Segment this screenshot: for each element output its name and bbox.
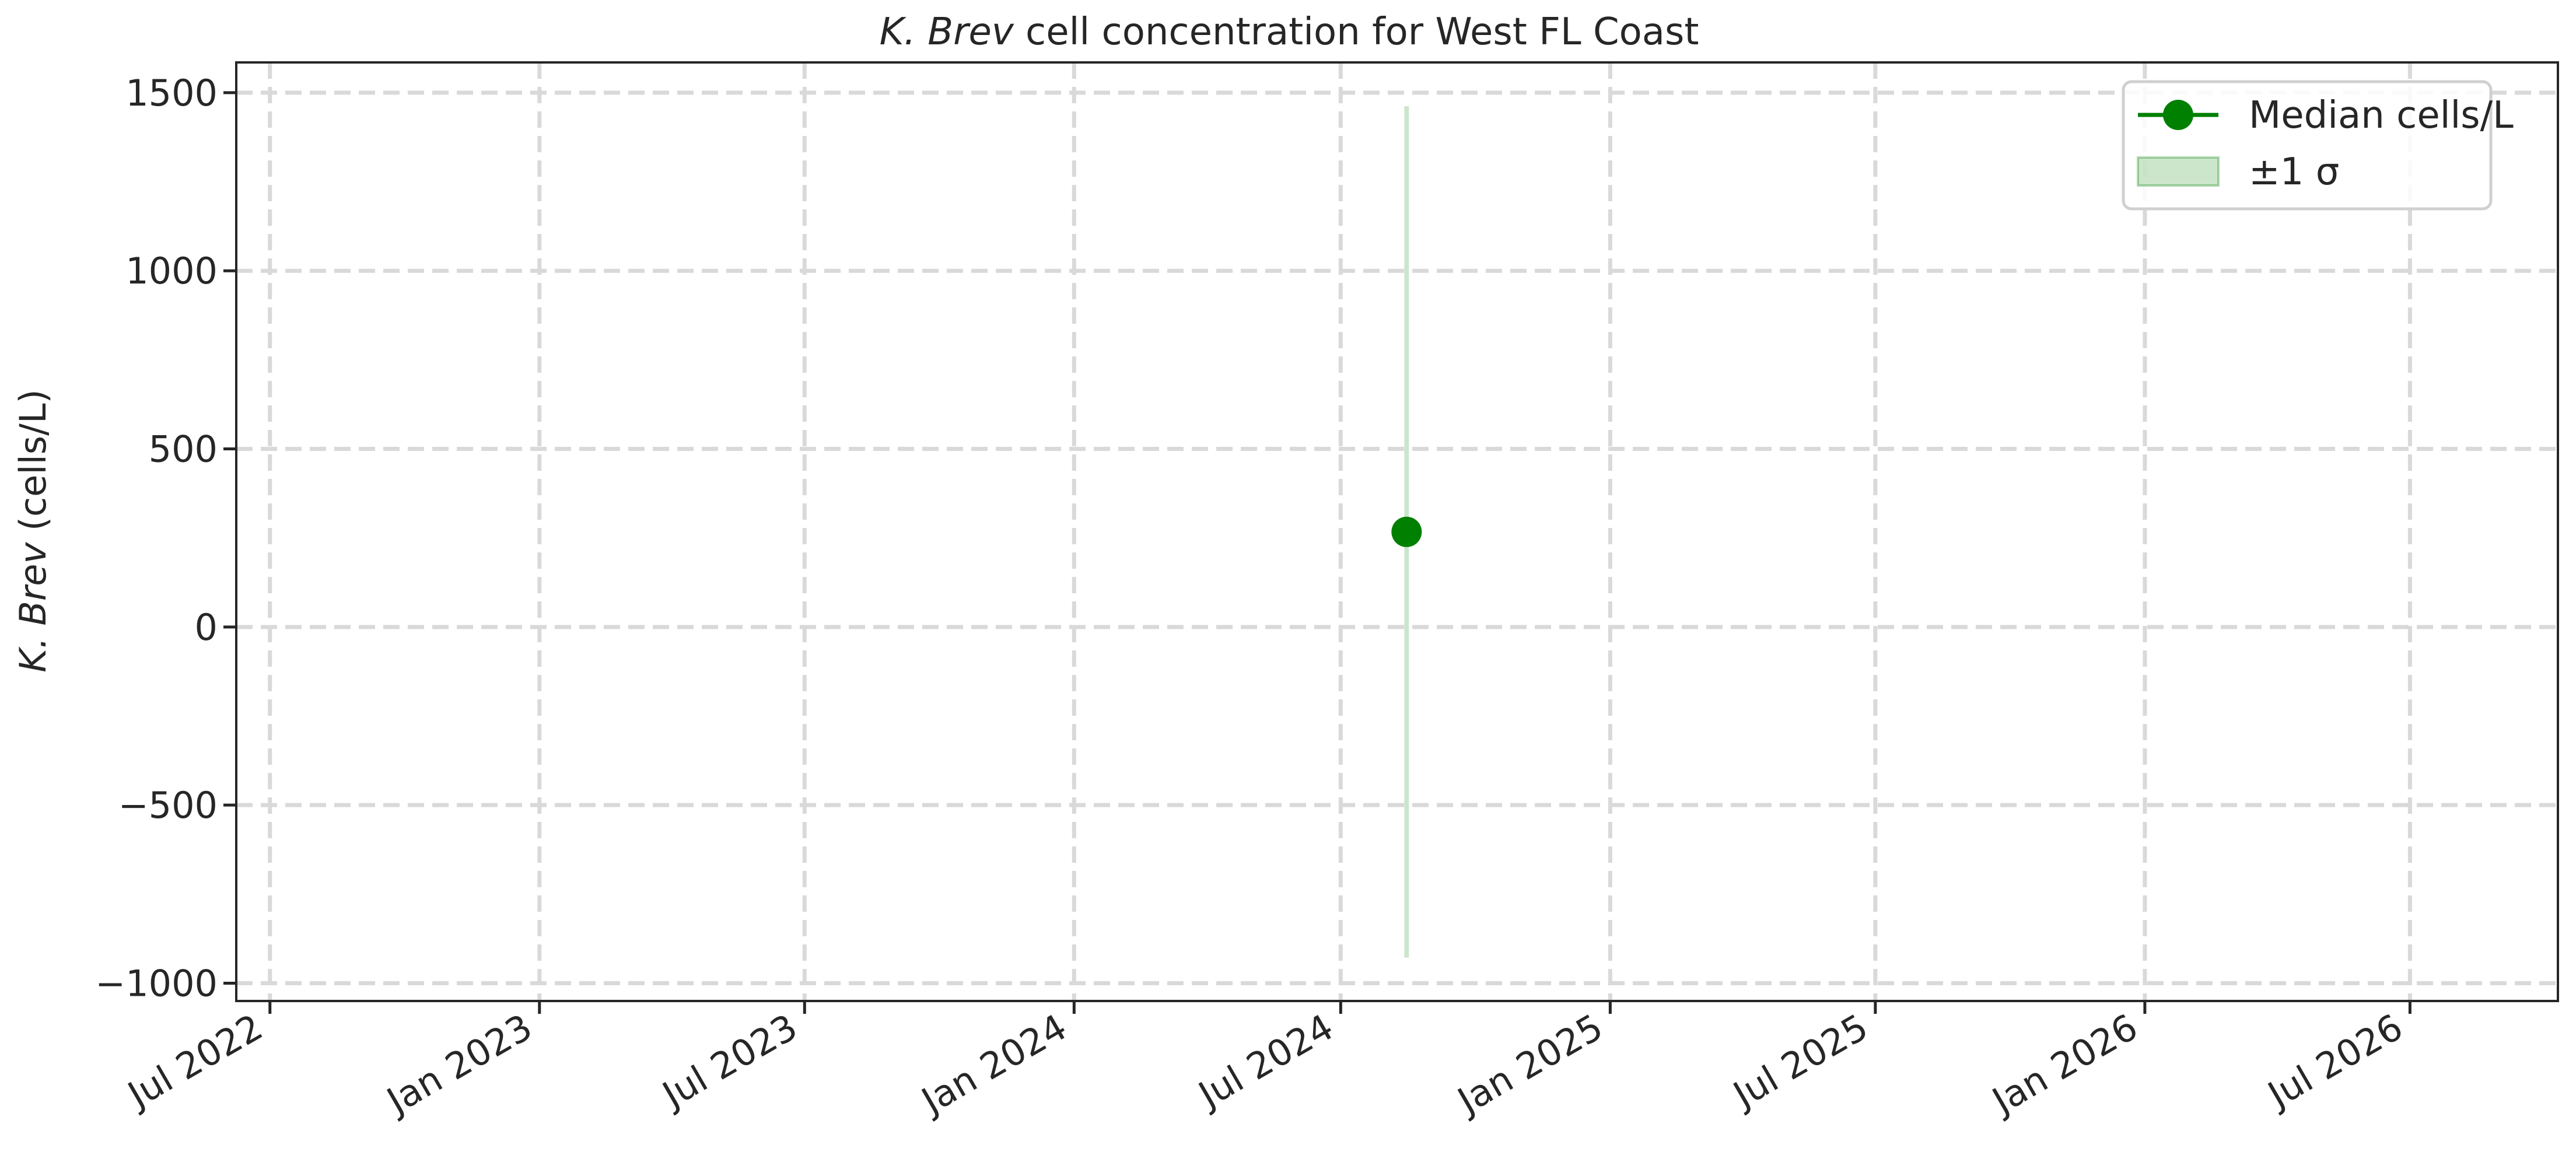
- x-tick-label: Jan 2023: [378, 1006, 539, 1124]
- median-point: [1391, 516, 1422, 547]
- y-tick-label: −1000: [95, 962, 218, 1005]
- y-axis-label: K. Brev (cells/L): [12, 389, 54, 672]
- chart-title-rest: cell concentration for West FL Coast: [1014, 10, 1699, 54]
- chart-title-italic: K. Brev: [880, 10, 1014, 54]
- x-tick-label: Jul 2025: [1724, 1006, 1875, 1117]
- chart-title: K. Brev cell concentration for West FL C…: [880, 10, 1699, 54]
- y-tick-label: 1500: [125, 72, 218, 114]
- x-tick-label: Jan 2026: [1983, 1006, 2144, 1124]
- x-tick-label: Jul 2023: [653, 1006, 804, 1117]
- x-tick-label: Jan 2024: [912, 1006, 1073, 1124]
- y-tick-label: 1000: [125, 250, 218, 292]
- y-tick-label: 0: [195, 606, 218, 649]
- x-tick-label: Jan 2025: [1448, 1006, 1609, 1124]
- x-tick-label: Jul 2026: [2259, 1006, 2409, 1117]
- y-axis-label-italic: K. Brev: [12, 541, 54, 672]
- ticks-layer: Jul 2022 Jan 2023 Jul 2023 Jan 2024 Jul 2024…: [95, 72, 2412, 1124]
- legend-sigma-label: ±1 σ: [2249, 150, 2339, 194]
- legend-sigma-band-icon: [2137, 156, 2220, 187]
- y-axis-label-rest: (cells/L): [12, 389, 54, 542]
- legend: Median cells/L ±1 σ: [2122, 80, 2514, 211]
- legend-median-label: Median cells/L: [2249, 94, 2514, 137]
- y-tick-label: 500: [149, 428, 218, 471]
- grid-layer: [236, 62, 2558, 1001]
- x-tick-label: Jul 2022: [119, 1006, 270, 1117]
- data-layer: [1391, 106, 1422, 958]
- plot-frame: [235, 61, 2559, 1002]
- y-tick-label: −500: [118, 784, 218, 827]
- x-tick-label: Jul 2024: [1189, 1006, 1340, 1117]
- legend-median-marker-icon: [2163, 100, 2193, 130]
